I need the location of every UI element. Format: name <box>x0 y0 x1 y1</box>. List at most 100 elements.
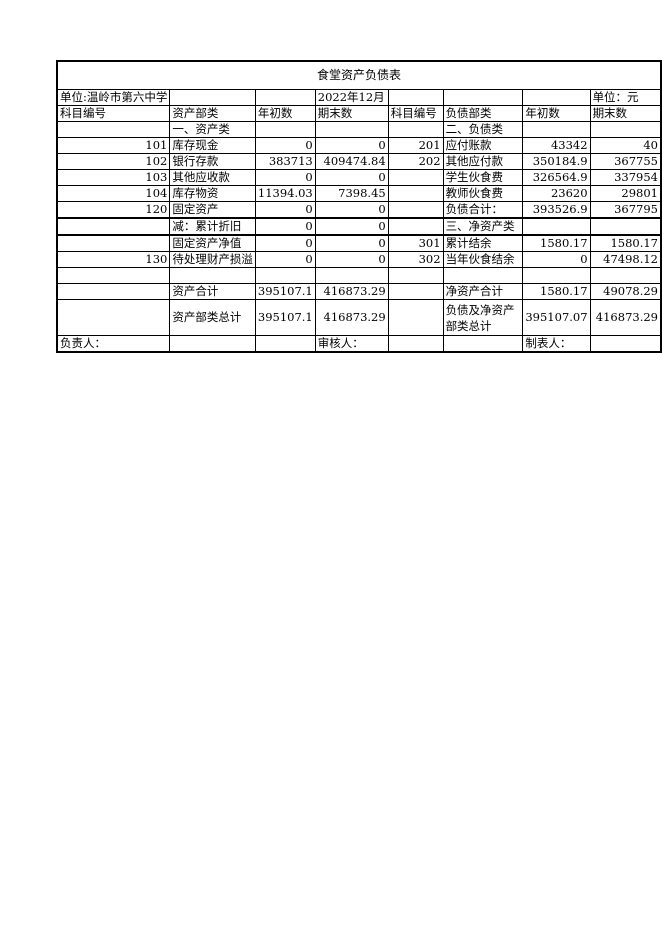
table-cell[interactable] <box>589 267 662 284</box>
table-cell[interactable]: 1580.17 <box>589 234 662 252</box>
table-cell[interactable]: 102 <box>56 153 171 170</box>
table-cell[interactable]: 库存现金 <box>169 137 256 154</box>
table-cell[interactable]: 43342 <box>522 137 591 154</box>
table-cell[interactable]: 三、净资产类 <box>442 217 524 236</box>
table-cell[interactable]: 负债部类 <box>442 105 524 122</box>
table-cell[interactable] <box>387 299 444 336</box>
table-cell[interactable] <box>522 217 591 236</box>
table-cell[interactable]: 130 <box>56 251 171 268</box>
table-cell[interactable] <box>442 89 524 106</box>
table-cell[interactable]: 11394.03 <box>254 185 316 202</box>
table-cell[interactable] <box>387 283 444 300</box>
table-cell[interactable]: 49078.29 <box>589 283 662 300</box>
table-cell[interactable] <box>314 121 389 138</box>
table-cell[interactable] <box>169 267 256 284</box>
table-cell[interactable]: 409474.84 <box>314 153 389 170</box>
table-cell[interactable]: 7398.45 <box>314 185 389 202</box>
table-cell[interactable]: 0 <box>314 169 389 186</box>
table-cell[interactable]: 单位:温岭市第六中学 <box>56 89 171 106</box>
table-cell[interactable]: 201 <box>387 137 444 154</box>
table-cell[interactable]: 40 <box>589 137 662 154</box>
table-cell[interactable] <box>387 121 444 138</box>
table-cell[interactable] <box>314 267 389 284</box>
table-cell[interactable]: 120 <box>56 201 171 219</box>
table-cell[interactable]: 350184.9 <box>522 153 591 170</box>
table-cell[interactable] <box>254 335 316 353</box>
table-cell[interactable]: 0 <box>314 251 389 268</box>
table-cell[interactable] <box>56 217 171 236</box>
table-cell[interactable] <box>589 121 662 138</box>
table-cell[interactable]: 应付账款 <box>442 137 524 154</box>
table-cell[interactable]: 科目编号 <box>387 105 444 122</box>
table-cell[interactable]: 一、资产类 <box>169 121 256 138</box>
table-cell[interactable] <box>387 169 444 186</box>
table-cell[interactable] <box>387 201 444 219</box>
table-cell[interactable] <box>254 89 316 106</box>
table-cell[interactable]: 367755 <box>589 153 662 170</box>
table-cell[interactable]: 416873.29 <box>589 299 662 336</box>
table-cell[interactable] <box>254 267 316 284</box>
table-cell[interactable]: 固定资产 <box>169 201 256 219</box>
table-cell[interactable]: 净资产合计 <box>442 283 524 300</box>
table-cell[interactable]: 制表人： <box>522 335 591 353</box>
table-cell[interactable] <box>589 335 662 353</box>
table-cell[interactable] <box>522 89 591 106</box>
table-cell[interactable]: 337954 <box>589 169 662 186</box>
table-cell[interactable]: 416873.29 <box>314 283 389 300</box>
table-cell[interactable] <box>387 185 444 202</box>
table-cell[interactable]: 301 <box>387 234 444 252</box>
table-cell[interactable]: 367795 <box>589 201 662 219</box>
table-cell[interactable] <box>589 217 662 236</box>
table-cell[interactable]: 0 <box>254 217 316 236</box>
table-cell[interactable]: 银行存款 <box>169 153 256 170</box>
table-cell[interactable]: 202 <box>387 153 444 170</box>
table-cell[interactable]: 29801 <box>589 185 662 202</box>
table-cell[interactable] <box>56 121 171 138</box>
table-cell[interactable]: 2022年12月 <box>314 89 389 106</box>
table-cell[interactable]: 资产部类总计 <box>169 299 256 336</box>
table-cell[interactable]: 期末数 <box>314 105 389 122</box>
table-cell[interactable]: 待处理财产损溢 <box>169 251 256 268</box>
table-cell[interactable]: 326564.9 <box>522 169 591 186</box>
table-cell[interactable] <box>387 335 444 353</box>
table-cell[interactable]: 负债及净资产部类总计 <box>442 299 524 336</box>
table-cell[interactable]: 0 <box>254 137 316 154</box>
table-cell[interactable]: 302 <box>387 251 444 268</box>
table-cell[interactable] <box>442 335 524 353</box>
table-cell[interactable]: 负责人： <box>56 335 171 353</box>
table-cell[interactable]: 负债合计： <box>442 201 524 219</box>
table-cell[interactable]: 其他应付款 <box>442 153 524 170</box>
table-cell[interactable]: 库存物资 <box>169 185 256 202</box>
table-cell[interactable]: 0 <box>314 234 389 252</box>
table-cell[interactable]: 固定资产净值 <box>169 234 256 252</box>
table-cell[interactable]: 年初数 <box>522 105 591 122</box>
table-cell[interactable] <box>169 89 256 106</box>
table-cell[interactable] <box>387 89 444 106</box>
table-cell[interactable]: 年初数 <box>254 105 316 122</box>
table-cell[interactable]: 1580.17 <box>522 234 591 252</box>
table-cell[interactable] <box>387 217 444 236</box>
table-cell[interactable] <box>254 121 316 138</box>
table-cell[interactable]: 47498.12 <box>589 251 662 268</box>
table-cell[interactable] <box>56 299 171 336</box>
table-cell[interactable]: 104 <box>56 185 171 202</box>
table-cell[interactable]: 393526.9 <box>522 201 591 219</box>
table-cell[interactable]: 0 <box>314 217 389 236</box>
table-cell[interactable] <box>442 267 524 284</box>
table-cell[interactable]: 教师伙食费 <box>442 185 524 202</box>
table-cell[interactable]: 395107.07 <box>522 299 591 336</box>
table-cell[interactable] <box>387 267 444 284</box>
table-cell[interactable] <box>56 283 171 300</box>
table-cell[interactable]: 审核人： <box>314 335 389 353</box>
table-cell[interactable]: 当年伙食结余 <box>442 251 524 268</box>
table-cell[interactable]: 1580.17 <box>522 283 591 300</box>
table-cell[interactable]: 0 <box>254 234 316 252</box>
table-cell[interactable]: 0 <box>254 169 316 186</box>
table-cell[interactable]: 二、负债类 <box>442 121 524 138</box>
table-cell[interactable]: 0 <box>314 137 389 154</box>
table-cell[interactable] <box>522 267 591 284</box>
table-cell[interactable]: 0 <box>254 251 316 268</box>
table-cell[interactable]: 减：累计折旧 <box>169 217 256 236</box>
table-cell[interactable]: 科目编号 <box>56 105 171 122</box>
table-cell[interactable]: 其他应收款 <box>169 169 256 186</box>
